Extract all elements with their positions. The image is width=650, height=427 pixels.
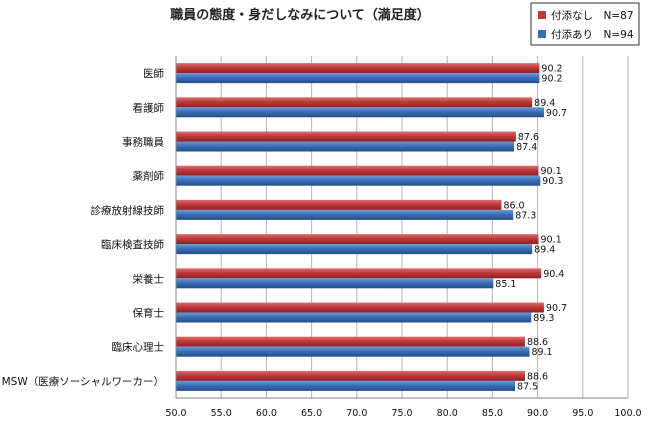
category-label: 保育士 [133, 307, 165, 320]
category-label: 診療放射線技師 [91, 204, 165, 217]
x-tick-label: 85.0 [482, 408, 503, 419]
legend-swatch [538, 11, 546, 19]
data-label: 90.1 [541, 235, 562, 246]
bar [176, 141, 515, 152]
bar [176, 73, 540, 84]
x-tick-label: 65.0 [301, 408, 322, 419]
category-label: 臨床検査技師 [101, 238, 164, 251]
x-tick-label: 60.0 [256, 408, 277, 419]
x-tick-label: 95.0 [572, 408, 593, 419]
bar [176, 336, 525, 347]
category-label: 事務職員 [122, 136, 164, 149]
data-label: 87.3 [515, 210, 536, 221]
data-label: 90.2 [541, 64, 562, 75]
data-label: 89.1 [531, 347, 552, 358]
category-label: 看護師 [133, 101, 165, 114]
x-tick-label: 55.0 [211, 408, 232, 419]
data-label: 87.5 [517, 381, 538, 392]
x-tick-label: 80.0 [437, 408, 458, 419]
data-label: 90.2 [541, 74, 562, 85]
bar [176, 107, 544, 118]
x-tick-label: 50.0 [165, 408, 186, 419]
bar [176, 346, 530, 357]
bar [176, 268, 542, 279]
category-label: 薬剤師 [133, 170, 165, 183]
legend-swatch [538, 30, 546, 38]
category-label: 栄養士 [133, 272, 165, 285]
bar [176, 370, 525, 381]
data-label: 90.4 [543, 269, 564, 280]
bar [176, 131, 516, 142]
bar [176, 278, 494, 289]
category-label: 医師 [143, 67, 164, 80]
data-label: 87.4 [516, 142, 537, 153]
data-label: 89.4 [534, 245, 555, 256]
plot-area: 50.0 55.0 60.0 65.0 70.0 75.0 80.0 85.0 90.0 95.0… [2, 56, 642, 419]
data-label: 90.7 [546, 303, 567, 314]
bar [176, 209, 514, 220]
data-label: 86.0 [503, 200, 524, 211]
x-tick-label: 90.0 [527, 408, 548, 419]
legend-label: 付添なし N=87 [551, 9, 634, 22]
bar [176, 175, 541, 186]
bar [176, 199, 502, 210]
bar [176, 165, 539, 176]
data-label: 90.3 [542, 176, 563, 187]
bar [176, 302, 544, 313]
bar [176, 63, 540, 74]
data-label: 89.4 [534, 98, 555, 109]
bar [176, 380, 515, 391]
data-label: 88.6 [527, 371, 548, 382]
legend-label: 付添あり N=94 [551, 28, 634, 41]
bar [176, 312, 532, 323]
x-tick-label: 70.0 [346, 408, 367, 419]
bar [176, 234, 539, 245]
data-label: 90.7 [546, 108, 567, 119]
bar [176, 97, 533, 108]
data-label: 89.3 [533, 313, 554, 324]
category-label: MSW（医療ソーシャルワーカー） [2, 375, 164, 388]
legend-box [530, 2, 640, 46]
data-label: 90.1 [541, 166, 562, 177]
data-label: 88.6 [527, 337, 548, 348]
chart-title: 職員の態度・身だしなみについて（満足度） [170, 7, 430, 23]
data-label: 85.1 [495, 279, 516, 290]
x-tick-label: 75.0 [391, 408, 412, 419]
x-tick-label: 100.0 [614, 408, 641, 419]
category-label: 臨床心理士 [112, 341, 165, 354]
data-label: 87.6 [518, 132, 539, 143]
legend: 付添なし N=87 付添あり N=94 [530, 2, 640, 46]
bar [176, 244, 533, 255]
